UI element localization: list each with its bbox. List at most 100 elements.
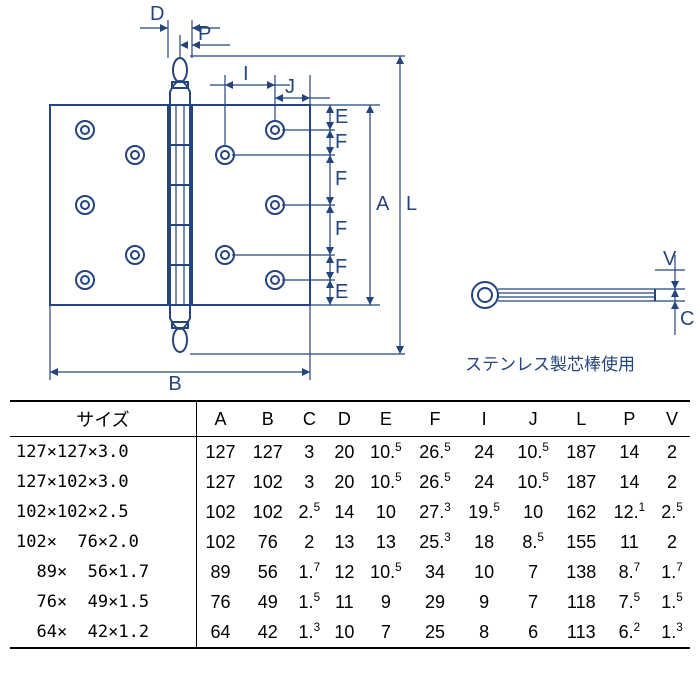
table-row: 64× 42×1.264421.310725861136.21.3 — [10, 617, 690, 648]
col-l: L — [558, 401, 605, 437]
col-f: F — [410, 401, 459, 437]
cell-c: 2 — [291, 527, 327, 557]
cell-c: 3 — [291, 437, 327, 468]
cell-c: 3 — [291, 467, 327, 497]
table-row: 127×127×3.012712732010.526.52410.5187142 — [10, 437, 690, 468]
dimension-table: サイズ A B C D E F I J L P V 127×127×3.0127… — [10, 400, 690, 649]
cell-e: 10.5 — [361, 557, 410, 587]
cell-i: 8 — [460, 617, 509, 648]
cell-b: 127 — [244, 437, 291, 468]
cell-d: 10 — [327, 617, 361, 648]
cell-d: 20 — [327, 437, 361, 468]
cell-d: 20 — [327, 467, 361, 497]
label-v: V — [663, 248, 677, 270]
cell-p: 14 — [605, 467, 654, 497]
cell-l: 187 — [558, 467, 605, 497]
cell-c: 1.5 — [291, 587, 327, 617]
cell-f: 29 — [410, 587, 459, 617]
cell-size: 64× 42×1.2 — [10, 617, 196, 648]
label-p: P — [198, 23, 211, 45]
cell-c: 2.5 — [291, 497, 327, 527]
label-d: D — [150, 3, 164, 25]
table-row: 102× 76×2.0102762131325.3188.5155112 — [10, 527, 690, 557]
label-e1: E — [335, 106, 348, 128]
cell-p: 11 — [605, 527, 654, 557]
cell-b: 49 — [244, 587, 291, 617]
cell-e: 9 — [361, 587, 410, 617]
cell-size: 127×127×3.0 — [10, 437, 196, 468]
cell-i: 9 — [460, 587, 509, 617]
cell-v: 2 — [654, 467, 690, 497]
cell-size: 102× 76×2.0 — [10, 527, 196, 557]
cell-j: 10.5 — [509, 437, 558, 468]
hinge-diagram: D P I J E F F F F E A L — [0, 0, 700, 400]
cell-e: 10.5 — [361, 437, 410, 468]
cell-p: 6.2 — [605, 617, 654, 648]
table-row: 102×102×2.51021022.5141027.319.51016212.… — [10, 497, 690, 527]
label-c: C — [680, 308, 694, 330]
cell-a: 89 — [196, 557, 244, 587]
cell-f: 26.5 — [410, 467, 459, 497]
cell-f: 34 — [410, 557, 459, 587]
col-c: C — [291, 401, 327, 437]
cell-l: 118 — [558, 587, 605, 617]
col-v: V — [654, 401, 690, 437]
col-b: B — [244, 401, 291, 437]
label-f4: F — [335, 256, 347, 278]
table-row: 76× 49×1.576491.511929971187.51.5 — [10, 587, 690, 617]
col-i: I — [460, 401, 509, 437]
label-a: A — [376, 193, 390, 215]
diagram-note: ステンレス製芯棒使用 — [465, 354, 635, 374]
cell-d: 11 — [327, 587, 361, 617]
cell-a: 127 — [196, 437, 244, 468]
label-b: B — [168, 373, 181, 395]
cell-p: 7.5 — [605, 587, 654, 617]
cell-b: 102 — [244, 467, 291, 497]
cell-i: 24 — [460, 437, 509, 468]
col-j: J — [509, 401, 558, 437]
cell-v: 1.5 — [654, 587, 690, 617]
cell-j: 7 — [509, 587, 558, 617]
label-e2: E — [335, 281, 348, 303]
cell-p: 12.1 — [605, 497, 654, 527]
cell-v: 2.5 — [654, 497, 690, 527]
cell-i: 19.5 — [460, 497, 509, 527]
cell-l: 162 — [558, 497, 605, 527]
label-l: L — [406, 193, 417, 215]
cell-v: 1.3 — [654, 617, 690, 648]
cell-p: 8.7 — [605, 557, 654, 587]
cell-i: 24 — [460, 467, 509, 497]
cell-i: 10 — [460, 557, 509, 587]
cell-f: 25 — [410, 617, 459, 648]
cell-f: 26.5 — [410, 437, 459, 468]
col-p: P — [605, 401, 654, 437]
cell-f: 27.3 — [410, 497, 459, 527]
cell-a: 76 — [196, 587, 244, 617]
cell-l: 138 — [558, 557, 605, 587]
cell-a: 102 — [196, 497, 244, 527]
cell-d: 13 — [327, 527, 361, 557]
cell-j: 6 — [509, 617, 558, 648]
cell-e: 10.5 — [361, 467, 410, 497]
cell-b: 42 — [244, 617, 291, 648]
label-j: J — [285, 76, 295, 98]
col-e: E — [361, 401, 410, 437]
cell-v: 1.7 — [654, 557, 690, 587]
cell-size: 89× 56×1.7 — [10, 557, 196, 587]
cell-a: 102 — [196, 527, 244, 557]
col-size: サイズ — [10, 401, 196, 437]
label-f3: F — [335, 218, 347, 240]
cell-j: 8.5 — [509, 527, 558, 557]
cell-e: 7 — [361, 617, 410, 648]
cell-b: 102 — [244, 497, 291, 527]
label-f2: F — [335, 168, 347, 190]
label-f1: F — [335, 131, 347, 153]
cell-l: 155 — [558, 527, 605, 557]
col-d: D — [327, 401, 361, 437]
cell-e: 13 — [361, 527, 410, 557]
cell-b: 76 — [244, 527, 291, 557]
cell-i: 18 — [460, 527, 509, 557]
cell-size: 76× 49×1.5 — [10, 587, 196, 617]
cell-j: 7 — [509, 557, 558, 587]
cell-size: 127×102×3.0 — [10, 467, 196, 497]
